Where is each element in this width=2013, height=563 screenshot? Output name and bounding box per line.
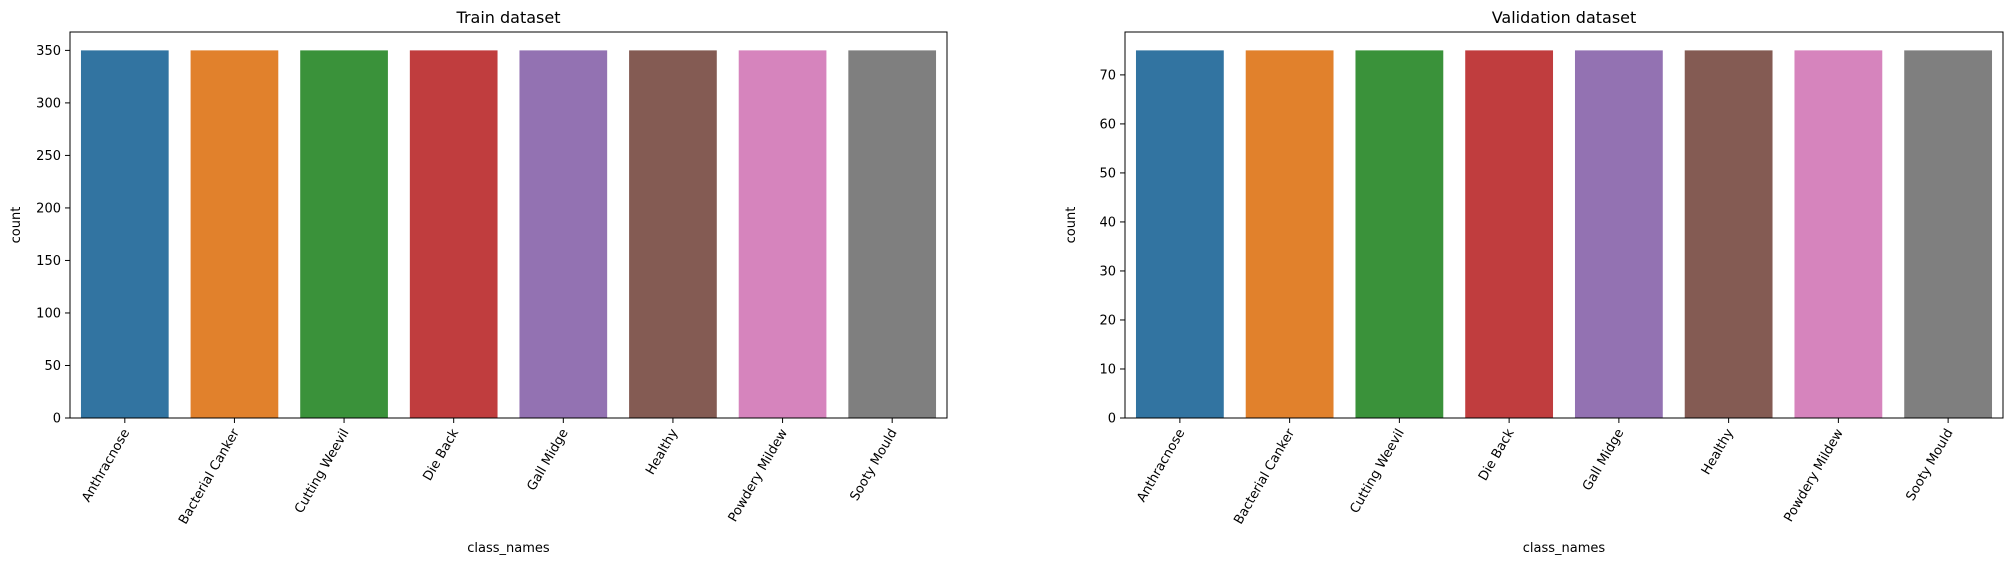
x-tick-label-die-back: Die Back xyxy=(420,426,462,484)
bar-bacterial-canker xyxy=(190,50,279,418)
bar-healthy xyxy=(629,50,717,418)
y-tick-label: 350 xyxy=(36,44,61,59)
bar-bacterial-canker xyxy=(1245,50,1334,418)
chart-validation-dataset: 0 10 20 30 40 50 60 70 Anthracnose Bacterial Cank… xyxy=(1064,8,2004,556)
x-tick-label-cutting-weevil: Cutting Weevil xyxy=(292,427,352,517)
y-axis-label: count xyxy=(9,207,24,244)
x-tick-label-gall-midge: Gall Midge xyxy=(524,427,571,494)
bar-healthy xyxy=(1684,50,1773,418)
x-tick-label-bacterial-canker: Bacterial Canker xyxy=(1231,426,1298,527)
x-tick-label-sooty-mould: Sooty Mould xyxy=(1903,427,1956,504)
x-tick-label-healthy: Healthy xyxy=(1699,426,1737,477)
y-tick-label: 300 xyxy=(36,96,61,111)
bar-anthracnose xyxy=(80,50,169,418)
x-tick-label-cutting-weevil: Cutting Weevil xyxy=(1347,427,1407,517)
y-tick-label: 50 xyxy=(1099,166,1116,181)
y-tick-label: 40 xyxy=(1099,215,1116,230)
x-axis-label: class_names xyxy=(1523,541,1606,556)
y-tick-label: 30 xyxy=(1099,264,1116,279)
plot-frame xyxy=(1124,31,2004,419)
y-tick-label: 100 xyxy=(36,306,61,321)
y-tick-label: 60 xyxy=(1099,117,1116,132)
bar-sooty-mould xyxy=(1904,50,1993,418)
chart-train-dataset: 0 50 100 150 200 250 300 350 Anthracnose Bacteria… xyxy=(9,8,948,556)
x-tick-label-anthracnose: Anthracnose xyxy=(79,427,133,505)
chart-title: Validation dataset xyxy=(1492,8,1637,27)
x-tick-label-healthy: Healthy xyxy=(643,426,681,477)
y-tick-label: 10 xyxy=(1099,362,1116,377)
x-tick-label-gall-midge: Gall Midge xyxy=(1580,427,1627,494)
y-tick-label: 0 xyxy=(1108,412,1116,427)
bar-gall-midge xyxy=(1574,50,1663,418)
y-tick-label: 20 xyxy=(1099,313,1116,328)
bar-cutting-weevil xyxy=(300,50,388,418)
x-tick-label-die-back: Die Back xyxy=(1476,426,1518,484)
y-tick-label: 200 xyxy=(36,201,61,216)
chart-title: Train dataset xyxy=(456,8,561,27)
x-tick-label-powdery-mildew: Powdery Mildew xyxy=(1781,426,1847,524)
bar-powdery-mildew xyxy=(1794,50,1883,418)
bar-sooty-mould xyxy=(848,50,937,418)
bar-anthracnose xyxy=(1135,50,1224,418)
y-tick-label: 70 xyxy=(1099,68,1116,83)
y-axis-label: count xyxy=(1064,207,1079,244)
bar-powdery-mildew xyxy=(738,50,827,418)
bar-die-back xyxy=(409,50,498,418)
plot-frame xyxy=(69,31,948,419)
y-tick-label: 0 xyxy=(53,412,61,427)
x-tick-label-bacterial-canker: Bacterial Canker xyxy=(176,426,243,527)
y-tick-label: 150 xyxy=(36,254,61,269)
bar-cutting-weevil xyxy=(1355,50,1444,418)
x-axis-label: class_names xyxy=(467,541,550,556)
y-tick-label: 250 xyxy=(36,149,61,164)
y-tick-label: 50 xyxy=(44,359,61,374)
x-tick-label-powdery-mildew: Powdery Mildew xyxy=(726,426,792,524)
bar-die-back xyxy=(1465,50,1554,418)
bar-gall-midge xyxy=(519,50,608,418)
x-tick-label-sooty-mould: Sooty Mould xyxy=(847,427,900,504)
x-tick-label-anthracnose: Anthracnose xyxy=(1134,427,1188,505)
